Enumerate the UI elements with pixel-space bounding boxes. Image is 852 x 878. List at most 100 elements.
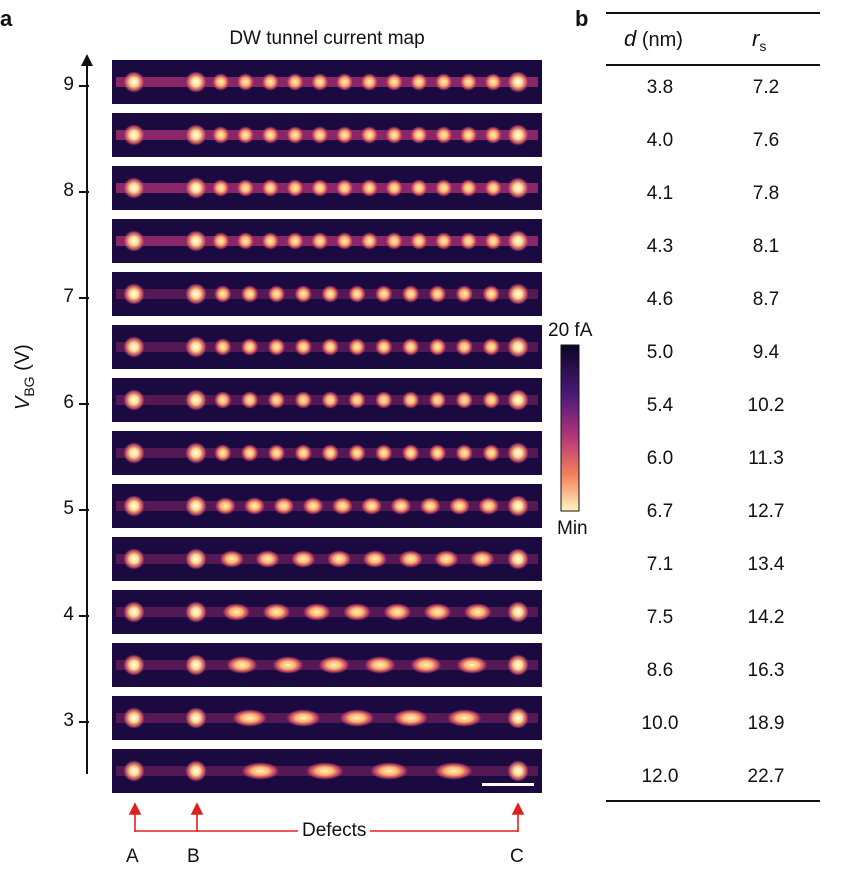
tunnel-current-strip (112, 378, 542, 422)
charge-spot (409, 656, 443, 674)
charge-spot (428, 391, 447, 409)
y-axis-subscript: BG (21, 376, 37, 397)
y-tickmark (79, 721, 89, 723)
y-axis-unit: (V) (12, 344, 34, 371)
charge-spot (385, 232, 404, 250)
tunnel-current-strips (112, 60, 542, 793)
charge-spot (434, 126, 453, 144)
charge-spot (401, 285, 420, 303)
charge-spot (455, 391, 474, 409)
charge-spot (360, 179, 379, 197)
table-cell-r: 22.7 (747, 766, 785, 787)
charge-spot (390, 497, 412, 515)
y-tick-4: 4 (63, 604, 74, 625)
charge-spot (236, 126, 255, 144)
defect-spot (507, 495, 529, 517)
charge-spot (321, 444, 340, 462)
defect-spot (123, 548, 145, 570)
defect-spot (185, 389, 207, 411)
charge-spot (310, 232, 329, 250)
charge-spot (267, 444, 286, 462)
defect-spot (123, 707, 145, 729)
charge-spot (455, 338, 474, 356)
table-cell-r: 8.7 (752, 289, 780, 310)
defect-spot (185, 442, 207, 464)
table-cell-d: 4.6 (646, 289, 674, 310)
charge-spot (434, 73, 453, 91)
charge-spot (362, 550, 388, 568)
charge-spot (482, 338, 501, 356)
table-cell-d: 6.7 (646, 501, 674, 522)
charge-spot (409, 179, 428, 197)
table-cell-r: 10.2 (747, 395, 785, 416)
y-tickmark (79, 615, 89, 617)
charge-spot (240, 762, 281, 780)
charge-spot (267, 285, 286, 303)
charge-spot (213, 285, 232, 303)
tunnel-current-strip (112, 219, 542, 263)
charge-spot (360, 497, 383, 515)
table-cell-d: 5.4 (646, 395, 674, 416)
y-tick-5: 5 (63, 498, 74, 519)
charge-spot (428, 285, 447, 303)
charge-spot (434, 179, 453, 197)
table-cell-r: 7.8 (752, 183, 780, 204)
charge-spot (433, 550, 459, 568)
charge-spot (446, 709, 483, 727)
defect-spot (123, 654, 145, 676)
strip-background (112, 484, 542, 528)
charge-spot (459, 179, 478, 197)
charge-spot (213, 444, 232, 462)
charge-spot (213, 338, 232, 356)
defect-spot (123, 336, 145, 358)
charge-spot (455, 285, 474, 303)
map-title: DW tunnel current map (229, 28, 425, 49)
defect-spot (123, 389, 145, 411)
charge-spot (385, 126, 404, 144)
charge-spot (448, 497, 471, 515)
charge-spot (310, 73, 329, 91)
charge-spot (302, 603, 332, 621)
charge-spot (484, 232, 503, 250)
charge-spot (360, 73, 379, 91)
charge-spot (219, 550, 245, 568)
charge-spot (225, 656, 259, 674)
colorbar-min-label: Min (557, 518, 588, 539)
charge-spot (374, 391, 393, 409)
table-cell-d: 4.0 (646, 130, 674, 151)
charge-spot (484, 126, 503, 144)
defect-spot (123, 230, 145, 252)
defect-spot (123, 442, 145, 464)
tunnel-current-strip (112, 113, 542, 157)
tunnel-current-strip (112, 696, 542, 740)
table-cell-d: 12.0 (641, 766, 679, 787)
table-header-d: d (nm) (624, 26, 683, 52)
charge-spot (409, 126, 428, 144)
charge-spot (401, 338, 420, 356)
colorbar (560, 344, 580, 512)
charge-spot (469, 550, 495, 568)
charge-spot (369, 762, 410, 780)
header-r-symbol: r (752, 26, 760, 51)
charge-spot (261, 126, 280, 144)
charge-spot (261, 232, 280, 250)
defect-spot (123, 283, 145, 305)
defect-spot (123, 71, 145, 93)
charge-spot (419, 497, 442, 515)
table-cell-r: 12.7 (747, 501, 785, 522)
charge-spot (231, 709, 268, 727)
defect-spot (185, 548, 207, 570)
y-tickmark (79, 509, 89, 511)
charge-spot (348, 391, 366, 409)
defect-spot (507, 336, 529, 358)
header-d-symbol: d (624, 26, 637, 51)
y-axis-arrow (81, 54, 93, 66)
charge-spot (434, 232, 453, 250)
defect-spot (507, 230, 529, 252)
defect-spot (185, 336, 207, 358)
charge-spot (392, 709, 429, 727)
table-cell-d: 4.1 (646, 183, 674, 204)
charge-spot (286, 179, 305, 197)
tunnel-current-strip (112, 537, 542, 581)
tunnel-current-strip (112, 166, 542, 210)
